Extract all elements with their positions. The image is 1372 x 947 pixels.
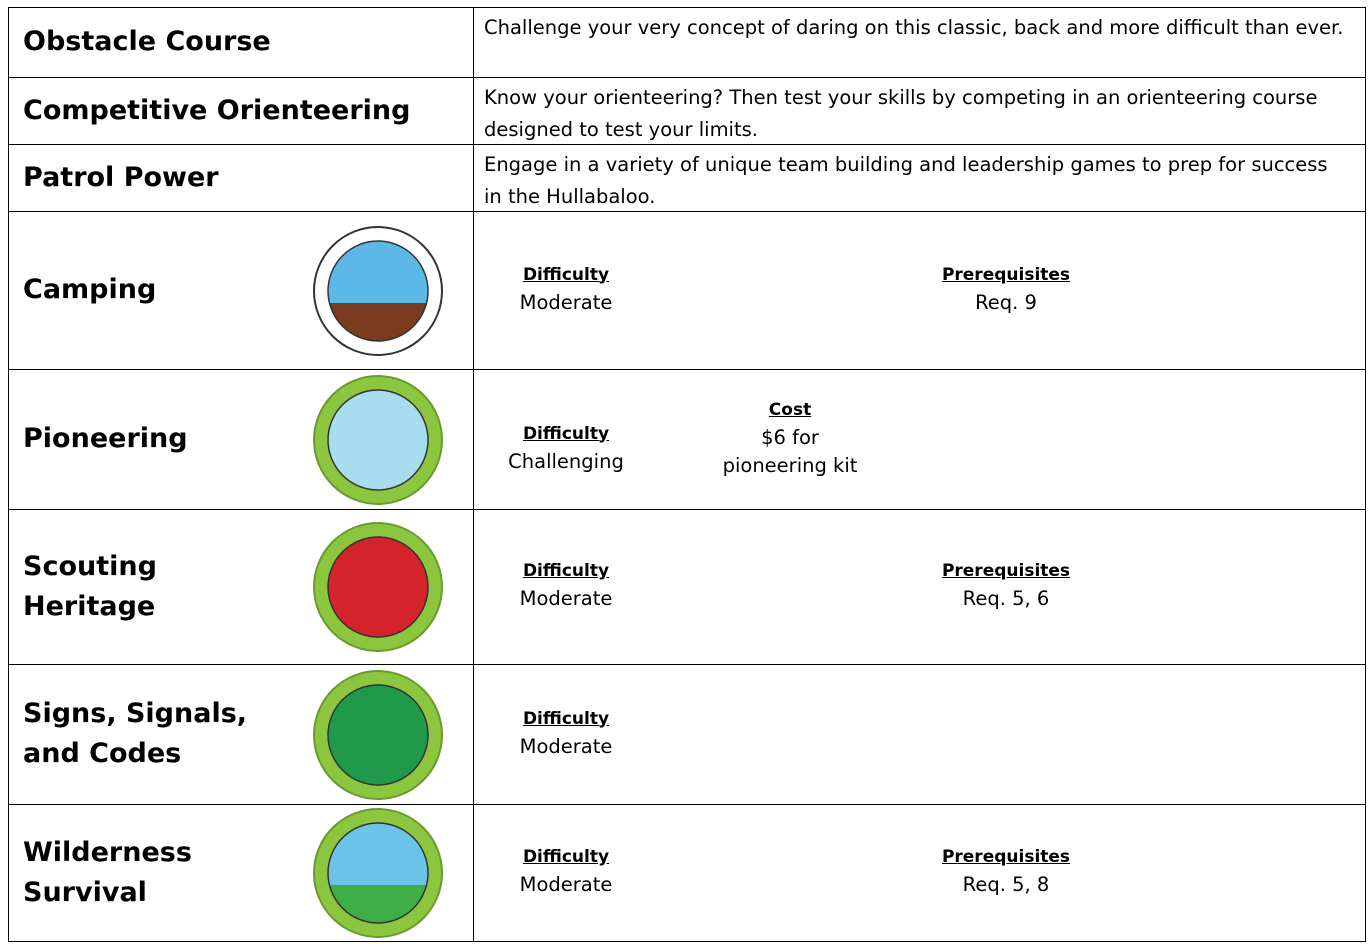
difficulty-label: Difficulty [522,264,610,285]
difficulty-value: Moderate [519,290,613,314]
cost-label: Cost [768,399,812,420]
description: Challenge your very concept of daring on… [484,15,1344,39]
content-cell: Engage in a variety of unique team build… [474,145,1365,212]
content-cell: Challenge your very concept of daring on… [474,8,1365,78]
difficulty-block: Difficulty Moderate [476,843,656,899]
badge-icon [313,374,443,505]
prerequisites-value: Req. 5, 6 [962,587,1050,610]
content-cell: Difficulty Moderate Prerequisites Req. 5, 6 [474,510,1365,665]
table-row: Pioneering Difficulty Challenging Cost $6 f… [8,368,1366,510]
difficulty-block: Difficulty Moderate [476,705,656,761]
prerequisites-value: Req. 5, 8 [962,873,1050,896]
row-title: Competitive Orienteering [23,94,411,126]
badge-icon [313,669,443,800]
content-cell: Difficulty Challenging Cost $6 for pioneeri… [474,370,1365,510]
prerequisites-label: Prerequisites [941,561,1071,581]
prerequisites-block: Prerequisites Req. 5, 8 [906,843,1106,899]
table-row: Competitive Orienteering Know your orient… [8,76,1366,145]
difficulty-label: Difficulty [522,847,610,867]
difficulty-block: Difficulty Moderate [476,557,656,613]
title-cell: Patrol Power [9,144,474,211]
difficulty-block: Difficulty Moderate [476,261,656,317]
table-row: Obstacle Course Challenge your very conce… [8,6,1366,78]
prerequisites-value: Req. 9 [975,290,1037,314]
table-row: Patrol Power Engage in a variety of uniqu… [8,143,1366,212]
content-cell: Difficulty Moderate Prerequisites Req. 5, 8 [474,805,1365,942]
table-row: Camping Difficulty Moderate Prerequisites R… [8,210,1366,370]
content-cell: Difficulty Moderate [474,665,1365,805]
row-title: Signs, Signals, and Codes [23,698,248,770]
badge-icon [313,522,443,652]
row-title: Wilderness Survival [23,836,192,908]
content-cell: Difficulty Moderate Prerequisites Req. 9 [474,212,1365,370]
prerequisites-block: Prerequisites Req. 9 [906,261,1106,317]
row-title: Camping [23,274,157,306]
table-row: Wilderness Survival Difficulty Moderate Pr… [8,803,1366,942]
row-title: Patrol Power [23,161,219,193]
title-cell: Obstacle Course [9,7,474,77]
content-cell: Know your orienteering? Then test your s… [474,78,1365,145]
title-cell: Wilderness Survival [9,804,474,941]
title-cell: Scouting Heritage [9,509,474,664]
difficulty-label: Difficulty [522,708,610,729]
prerequisites-block: Prerequisites Req. 5, 6 [906,557,1106,613]
cost-block: Cost $6 for pioneering kit [715,396,865,480]
title-cell: Competitive Orienteering [9,77,474,144]
row-title: Obstacle Course [23,26,271,58]
difficulty-value: Moderate [519,587,613,610]
prerequisites-label: Prerequisites [941,847,1071,867]
table-row: Scouting Heritage Difficulty Moderate Prer… [8,508,1366,665]
description: Engage in a variety of unique team build… [484,152,1328,208]
title-cell: Camping [9,211,474,369]
difficulty-value: Moderate [519,734,613,758]
difficulty-label: Difficulty [522,561,610,581]
title-cell: Signs, Signals, and Codes [9,664,474,804]
table-row: Signs, Signals, and Codes Difficulty Mode… [8,663,1366,805]
description: Know your orienteering? Then test your s… [484,85,1318,141]
difficulty-block: Difficulty Challenging [476,420,656,476]
difficulty-value: Challenging [508,449,624,473]
prerequisites-label: Prerequisites [941,264,1071,285]
title-cell: Pioneering [9,369,474,509]
badge-icon [313,225,443,356]
row-title: Scouting Heritage [23,550,157,622]
row-title: Pioneering [23,423,188,455]
difficulty-label: Difficulty [522,423,610,444]
cost-value: $6 for pioneering kit [722,425,858,477]
difficulty-value: Moderate [519,873,613,896]
badge-icon [313,808,443,938]
